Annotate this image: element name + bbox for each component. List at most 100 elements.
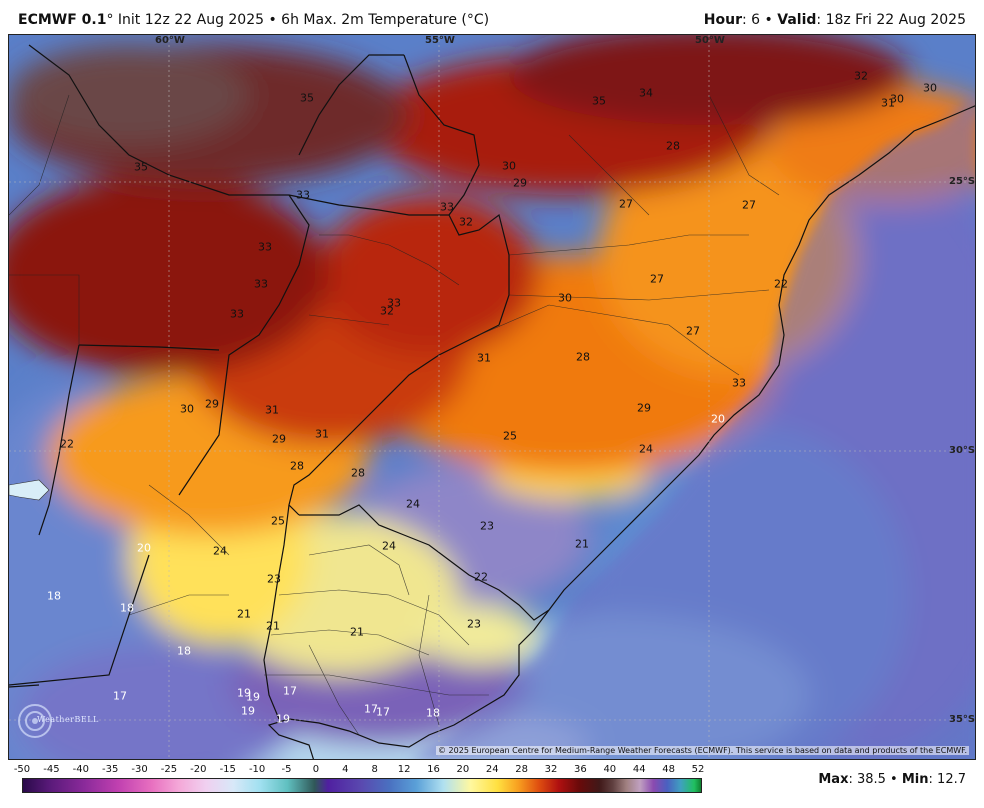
temperature-label: 29	[637, 401, 651, 415]
colorbar-tick: -5	[281, 764, 292, 775]
colorbar-tick: 12	[397, 764, 411, 775]
temperature-map[interactable]: 60°W 55°W 50°W 25°S 30°S 35°S 35 35 35 34 32…	[8, 34, 976, 760]
temperature-label: 25	[271, 514, 285, 528]
temperature-label: 22	[60, 437, 74, 451]
valid-value: : 18z Fri 22 Aug 2025	[816, 12, 966, 28]
valid-info: Hour: 6 • Valid: 18z Fri 22 Aug 2025	[704, 12, 966, 28]
temperature-label: 33	[230, 307, 244, 321]
temperature-label: 32	[854, 69, 868, 83]
temperature-label: 20	[711, 412, 725, 426]
temperature-label: 33	[296, 188, 310, 202]
temperature-label: 18	[426, 706, 440, 720]
temperature-label: 32	[380, 304, 394, 318]
hour-value: : 6 •	[742, 12, 773, 28]
temperature-label: 27	[742, 198, 756, 212]
colorbar-tick: -35	[102, 764, 119, 775]
colorbar-tick: -30	[131, 764, 148, 775]
temperature-label: 25	[503, 429, 517, 443]
temperature-label: 19	[276, 712, 290, 726]
temperature-label: 28	[576, 350, 590, 364]
parallel-35s: 35°S	[949, 714, 976, 725]
colorbar-tick: -40	[72, 764, 89, 775]
colorbar-tick: 52	[691, 764, 705, 775]
colorbar-gradient	[22, 778, 702, 793]
colorbar-tick: 48	[662, 764, 675, 775]
temperature-label: 17	[376, 705, 390, 719]
logo-swirl-icon	[18, 704, 52, 738]
parallel-25s: 25°S	[949, 176, 976, 187]
colorbar-tick: -45	[43, 764, 60, 775]
temperature-label: 27	[650, 272, 664, 286]
copyright: © 2025 European Centre for Medium-Range …	[436, 746, 969, 755]
temperature-label: 19	[237, 686, 251, 700]
colorbar-tick: 0	[312, 764, 320, 775]
temperature-label: 30	[180, 402, 194, 416]
min-value: : 12.7	[928, 772, 966, 787]
temperature-label: 21	[237, 607, 251, 621]
colorbar-tick: 16	[427, 764, 440, 775]
temperature-label: 33	[254, 277, 268, 291]
temperature-label: 31	[265, 403, 279, 417]
temperature-label: 29	[272, 432, 286, 446]
temperature-label: 23	[267, 572, 281, 586]
weatherbell-logo: WeatherBELL	[15, 699, 98, 743]
colorbar-tick: 44	[632, 764, 646, 775]
temperature-label: 31	[315, 427, 329, 441]
temperature-label: 24	[639, 442, 653, 456]
colorbar-ticks: -50 -45 -40 -35 -30 -25 -20 -15 -10 -5 0 4 8 12 16 20 24…	[14, 764, 705, 778]
meridian-50w: 50°W	[695, 35, 725, 46]
max-value: : 38.5 •	[848, 772, 898, 787]
colorbar-tick: -25	[160, 764, 178, 775]
temperature-label: 30	[558, 291, 572, 305]
temperature-label: 35	[592, 94, 606, 108]
valid-label: Valid	[777, 12, 817, 28]
temperature-label: 33	[732, 376, 746, 390]
meridian-60w: 60°W	[155, 35, 185, 46]
temperature-label: 18	[47, 589, 61, 603]
colorbar-tick: 36	[574, 764, 587, 775]
temperature-label: 30	[923, 81, 937, 95]
colorbar-tick: -15	[219, 764, 236, 775]
temperature-label: 35	[134, 160, 148, 174]
temperature-label: 24	[382, 539, 396, 553]
colorbar-tick: 32	[544, 764, 558, 775]
temperature-label: 33	[440, 200, 454, 214]
colorbar-tick: 20	[456, 764, 470, 775]
parallel-30s: 30°S	[949, 445, 976, 456]
temperature-label: 21	[266, 619, 280, 633]
header: ECMWF 0.1° Init 12z 22 Aug 2025 • 6h Max…	[0, 0, 984, 34]
hour-label: Hour	[703, 12, 743, 28]
temperature-label: 31	[477, 351, 491, 365]
temperature-label: 30	[890, 92, 904, 106]
max-label: Max	[818, 772, 849, 787]
temperature-label: 18	[177, 644, 191, 658]
temperature-label: 35	[300, 91, 314, 105]
temperature-label: 29	[205, 397, 219, 411]
temperature-label: 19	[241, 704, 255, 718]
temperature-label: 22	[774, 277, 788, 291]
min-label: Min	[901, 772, 929, 787]
temperature-label: 24	[406, 497, 420, 511]
colorbar-tick: 8	[371, 764, 378, 775]
temperature-label: 21	[350, 625, 364, 639]
temperature-label: 28	[666, 139, 680, 153]
temperature-label: 24	[213, 544, 227, 558]
temperature-colorbar: -50 -45 -40 -35 -30 -25 -20 -15 -10 -5 0 4 8 12 16 20 24…	[14, 764, 705, 804]
temperature-label: 18	[120, 601, 134, 615]
colorbar-tick: -10	[248, 764, 266, 775]
model-name: ECMWF 0.1	[18, 12, 107, 28]
temperature-label: 33	[387, 296, 401, 310]
temperature-label: 19	[246, 690, 260, 704]
max-min-summary: Max: 38.5 • Min: 12.7	[818, 772, 966, 787]
meridian-55w: 55°W	[425, 35, 455, 46]
temperature-label: 17	[113, 689, 127, 703]
temperature-field	[9, 35, 975, 759]
temperature-label: 23	[480, 519, 494, 533]
temperature-label: 28	[290, 459, 304, 473]
temperature-label: 28	[351, 466, 365, 480]
temperature-label: 27	[686, 324, 700, 338]
temperature-label: 17	[283, 684, 297, 698]
title: ECMWF 0.1° Init 12z 22 Aug 2025 • 6h Max…	[18, 12, 489, 28]
temperature-label: 22	[474, 570, 488, 584]
colorbar-tick: 24	[485, 764, 499, 775]
